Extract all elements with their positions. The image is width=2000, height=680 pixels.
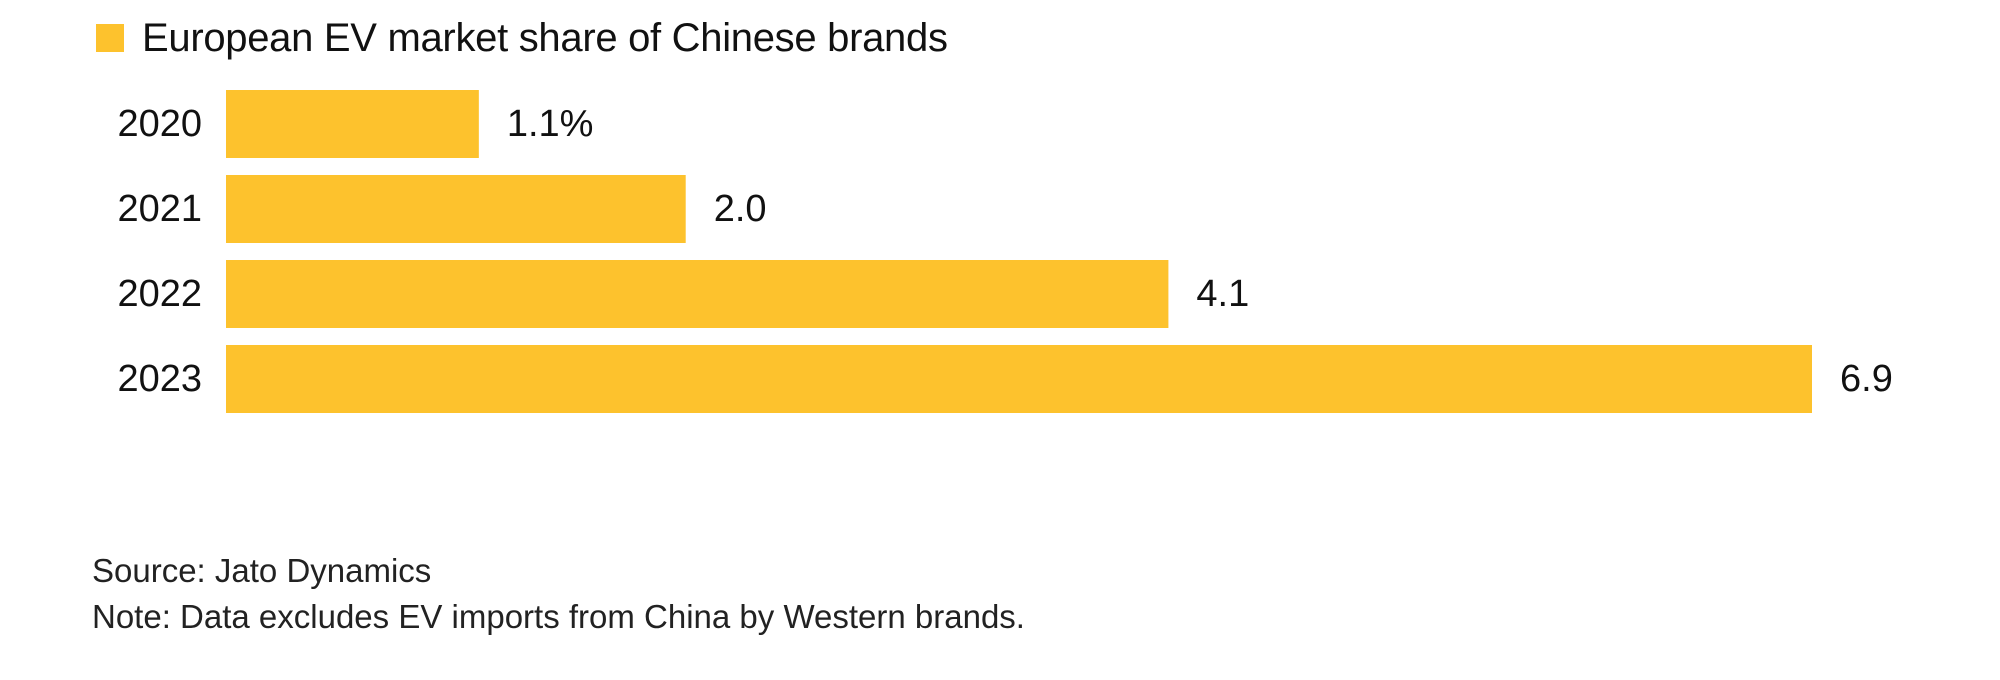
value-label: 6.9: [1840, 358, 1893, 400]
category-label: 2020: [117, 103, 202, 145]
value-label: 4.1: [1196, 273, 1249, 315]
legend-label: European EV market share of Chinese bran…: [142, 15, 948, 60]
bar-2022: [226, 260, 1169, 328]
category-label: 2023: [117, 358, 202, 400]
legend: European EV market share of Chinese bran…: [96, 16, 948, 60]
source-note: Source: Jato Dynamics: [92, 552, 432, 589]
bar-2020: [226, 90, 479, 158]
value-label: 1.1%: [507, 103, 594, 145]
category-label: 2022: [117, 273, 202, 315]
bar-2021: [226, 175, 686, 243]
value-label: 2.0: [714, 188, 767, 230]
legend-swatch: [96, 24, 124, 52]
bar-2023: [226, 345, 1812, 413]
chart-footer: Source: Jato Dynamics Note: Data exclude…: [92, 548, 1025, 640]
data-note: Note: Data excludes EV imports from Chin…: [92, 598, 1025, 635]
category-label: 2021: [117, 188, 202, 230]
